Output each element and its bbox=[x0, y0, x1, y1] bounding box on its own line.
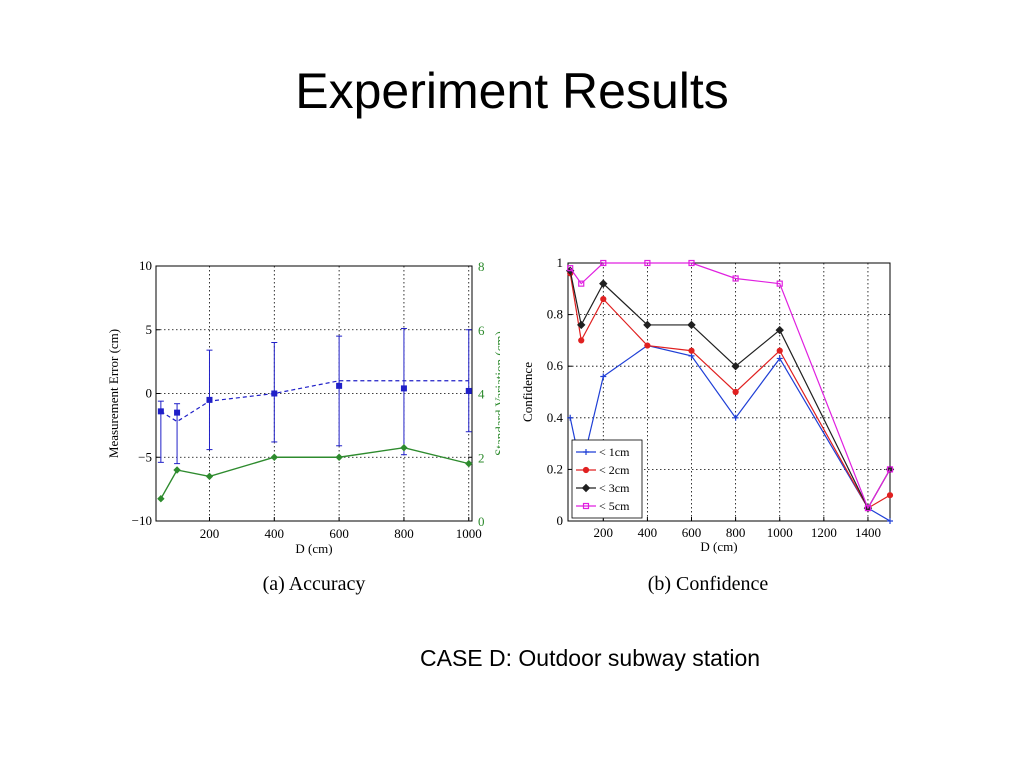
error-point bbox=[465, 387, 472, 394]
y-tick-label: −10 bbox=[132, 513, 152, 528]
accuracy-chart: 200 400 600 800 1000 −10 −5 0 5 10 0 2 4 6 8 D (cm) Meas… bbox=[100, 250, 507, 610]
series-point bbox=[776, 347, 783, 354]
x-tick-label: 800 bbox=[394, 526, 414, 541]
y2-tick-label: 4 bbox=[478, 387, 485, 402]
x-tick-label: 200 bbox=[594, 525, 614, 540]
x-tick-label: 200 bbox=[200, 526, 220, 541]
y-axis-label: Confidence bbox=[520, 362, 535, 422]
series-point bbox=[577, 320, 586, 330]
chart-caption: (b) Confidence bbox=[648, 573, 769, 595]
series-point bbox=[600, 259, 607, 267]
y2-tick-label: 8 bbox=[478, 259, 485, 274]
y-tick-label: 10 bbox=[139, 258, 152, 273]
case-caption: CASE D: Outdoor subway station bbox=[420, 645, 761, 671]
series-point bbox=[775, 325, 784, 335]
series-point bbox=[688, 259, 695, 267]
y-tick-label: −5 bbox=[138, 449, 152, 464]
series-point bbox=[864, 505, 872, 512]
series-point bbox=[732, 275, 739, 282]
y-tick-label: 0.2 bbox=[547, 461, 563, 476]
error-point bbox=[206, 396, 213, 403]
chart-caption: (a) Accuracy bbox=[263, 573, 366, 595]
series-point bbox=[599, 279, 608, 288]
y2-axis-label: Standard Variation (cm) bbox=[492, 331, 500, 456]
series-point bbox=[578, 337, 585, 344]
legend-marker bbox=[583, 449, 589, 455]
error-bars bbox=[157, 327, 472, 465]
y-tick-label: 0.8 bbox=[547, 307, 563, 322]
series-point bbox=[886, 466, 894, 473]
y2-tick-label: 2 bbox=[478, 450, 485, 465]
legend-label: < 3cm bbox=[599, 481, 630, 495]
series-point bbox=[600, 373, 607, 380]
x-tick-label: 1000 bbox=[456, 526, 482, 541]
series-point bbox=[886, 492, 894, 499]
x-axis-label: D (cm) bbox=[295, 541, 332, 556]
y2-tick-label: 0 bbox=[478, 514, 485, 529]
series-point bbox=[688, 352, 695, 359]
legend-marker bbox=[582, 466, 590, 474]
error-point bbox=[271, 390, 278, 397]
confidence-chart: 200 400 600 800 1000 1200 1400 0 0.2 0.4 0.6 0.8 1 D … bbox=[518, 250, 898, 610]
series-point bbox=[644, 342, 651, 349]
legend-marker bbox=[582, 502, 590, 510]
series-point bbox=[567, 414, 574, 421]
y-tick-label: 0.4 bbox=[547, 410, 564, 425]
stdev-point bbox=[400, 443, 408, 452]
accuracy-chart-svg: 200 400 600 800 1000 −10 −5 0 5 10 0 2 4 6 8 D (cm) Meas… bbox=[106, 258, 507, 595]
series-point bbox=[732, 388, 739, 396]
y-tick-label: 0.6 bbox=[547, 358, 564, 373]
series-point bbox=[776, 280, 783, 287]
legend-label: < 5cm bbox=[599, 499, 630, 513]
y-tick-label: 1 bbox=[557, 255, 564, 270]
legend-label: < 1cm bbox=[599, 445, 630, 459]
series-line bbox=[569, 262, 891, 510]
stdev-point bbox=[335, 453, 343, 461]
series-point bbox=[688, 347, 695, 354]
error-point bbox=[174, 409, 181, 416]
x-tick-label: 400 bbox=[265, 526, 285, 541]
x-tick-label: 400 bbox=[638, 525, 658, 540]
stdev-point bbox=[270, 453, 279, 461]
stdev-point bbox=[465, 459, 473, 468]
series-point bbox=[644, 259, 651, 267]
series-group bbox=[567, 259, 894, 512]
y-tick-label: 0 bbox=[146, 386, 153, 401]
x-tick-label: 600 bbox=[682, 525, 702, 540]
x-tick-label: 1400 bbox=[855, 525, 881, 540]
stdev-point bbox=[157, 494, 165, 503]
x-tick-label: 600 bbox=[329, 526, 349, 541]
legend-label: < 2cm bbox=[599, 463, 630, 477]
series-point bbox=[776, 355, 783, 362]
stdev-point bbox=[205, 472, 214, 481]
x-axis-label: D (cm) bbox=[700, 539, 737, 554]
error-point bbox=[400, 385, 407, 392]
series-point bbox=[600, 296, 607, 303]
y-axis-label: Measurement Error (cm) bbox=[106, 329, 121, 458]
error-point bbox=[157, 408, 164, 415]
confidence-chart-svg: 200 400 600 800 1000 1200 1400 0 0.2 0.4 0.6 0.8 1 D … bbox=[520, 255, 895, 595]
series-point bbox=[578, 280, 585, 287]
legend: < 1cm < 2cm < 3cm < 5cm bbox=[571, 439, 643, 519]
error-point bbox=[336, 382, 343, 389]
series-point bbox=[887, 518, 893, 524]
x-tick-label: 800 bbox=[726, 525, 746, 540]
y-tick-label: 0 bbox=[557, 513, 564, 528]
series-point bbox=[567, 265, 574, 272]
stdev-point bbox=[173, 466, 181, 474]
series-point bbox=[732, 414, 739, 421]
y-tick-label: 5 bbox=[146, 322, 153, 337]
series-group bbox=[567, 270, 894, 512]
series-point bbox=[731, 361, 740, 371]
legend-marker bbox=[581, 483, 591, 493]
slide-title: Experiment Results bbox=[295, 63, 729, 119]
plot-frame bbox=[567, 262, 891, 522]
series-point bbox=[643, 320, 652, 330]
x-tick-label: 1000 bbox=[767, 525, 793, 540]
x-tick-label: 1200 bbox=[811, 525, 837, 540]
series-point bbox=[687, 320, 696, 330]
y2-tick-label: 6 bbox=[478, 323, 485, 338]
